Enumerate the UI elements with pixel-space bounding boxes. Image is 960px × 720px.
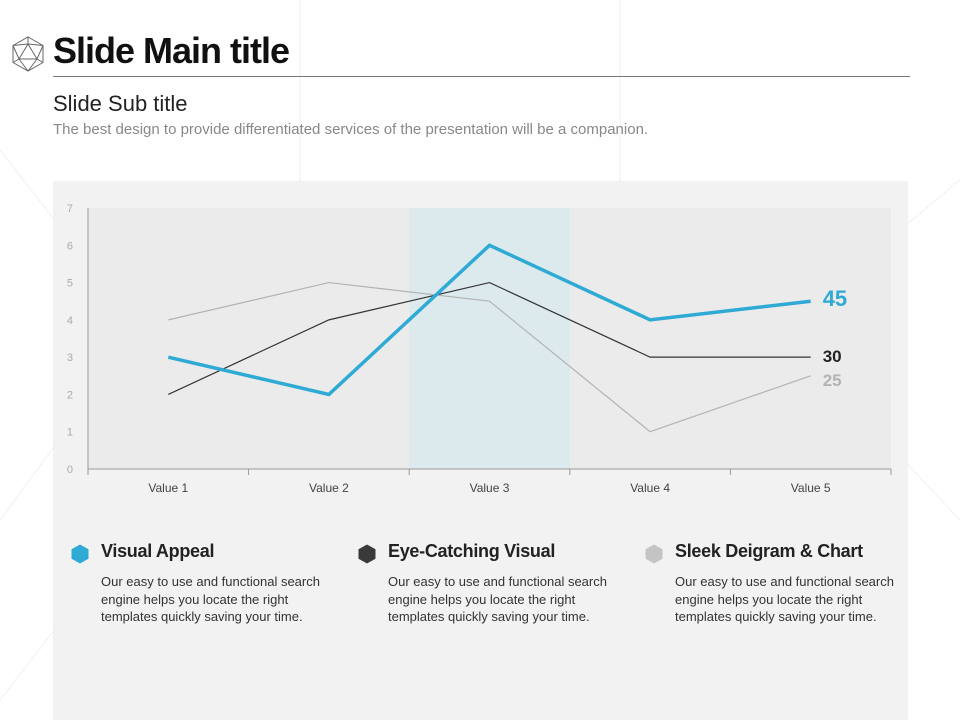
hexagon-icon (71, 544, 89, 564)
y-tick-label: 6 (67, 240, 73, 252)
series-line-light (168, 281, 811, 433)
series-end-label-light: 25 (823, 371, 842, 390)
slide-description: The best design to provide differentiate… (53, 121, 649, 138)
slide-subtitle: Slide Sub title (53, 91, 188, 116)
series-line-accent (167, 243, 811, 397)
x-tick-label: Value 4 (630, 481, 670, 495)
series-end-label-dark: 30 (823, 347, 842, 366)
hexagon-icon (358, 544, 376, 564)
y-tick-label: 0 (67, 464, 73, 476)
y-tick-label: 4 (67, 315, 73, 327)
feature-description: Our easy to use and functional search en… (101, 574, 320, 624)
y-tick-label: 7 (67, 203, 73, 215)
x-tick-label: Value 3 (470, 481, 510, 495)
y-tick-label: 5 (67, 278, 73, 290)
feature-description: Our easy to use and functional search en… (388, 574, 607, 624)
x-tick-label: Value 5 (791, 481, 831, 495)
feature-title: Eye-Catching Visual (388, 541, 556, 561)
x-tick-label: Value 2 (309, 481, 349, 495)
highlight-band (409, 208, 570, 469)
hexagon-shape (358, 544, 376, 564)
series-line-dark (168, 281, 811, 395)
x-tick-label: Value 1 (148, 481, 188, 495)
series-end-label-accent: 45 (823, 286, 847, 311)
polyhedron-logo-icon (12, 36, 44, 72)
hexagon-shape (645, 544, 663, 564)
hexagon-shape (71, 544, 89, 564)
hexagon-icon (645, 544, 663, 564)
feature-title: Visual Appeal (101, 541, 215, 561)
page-title: Slide Main title (53, 30, 290, 71)
feature-title: Sleek Deigram & Chart (675, 541, 863, 561)
y-tick-label: 3 (67, 352, 73, 364)
y-tick-label: 2 (67, 389, 73, 401)
y-tick-label: 1 (67, 427, 73, 439)
feature-description: Our easy to use and functional search en… (675, 574, 894, 624)
title-divider (53, 76, 910, 77)
